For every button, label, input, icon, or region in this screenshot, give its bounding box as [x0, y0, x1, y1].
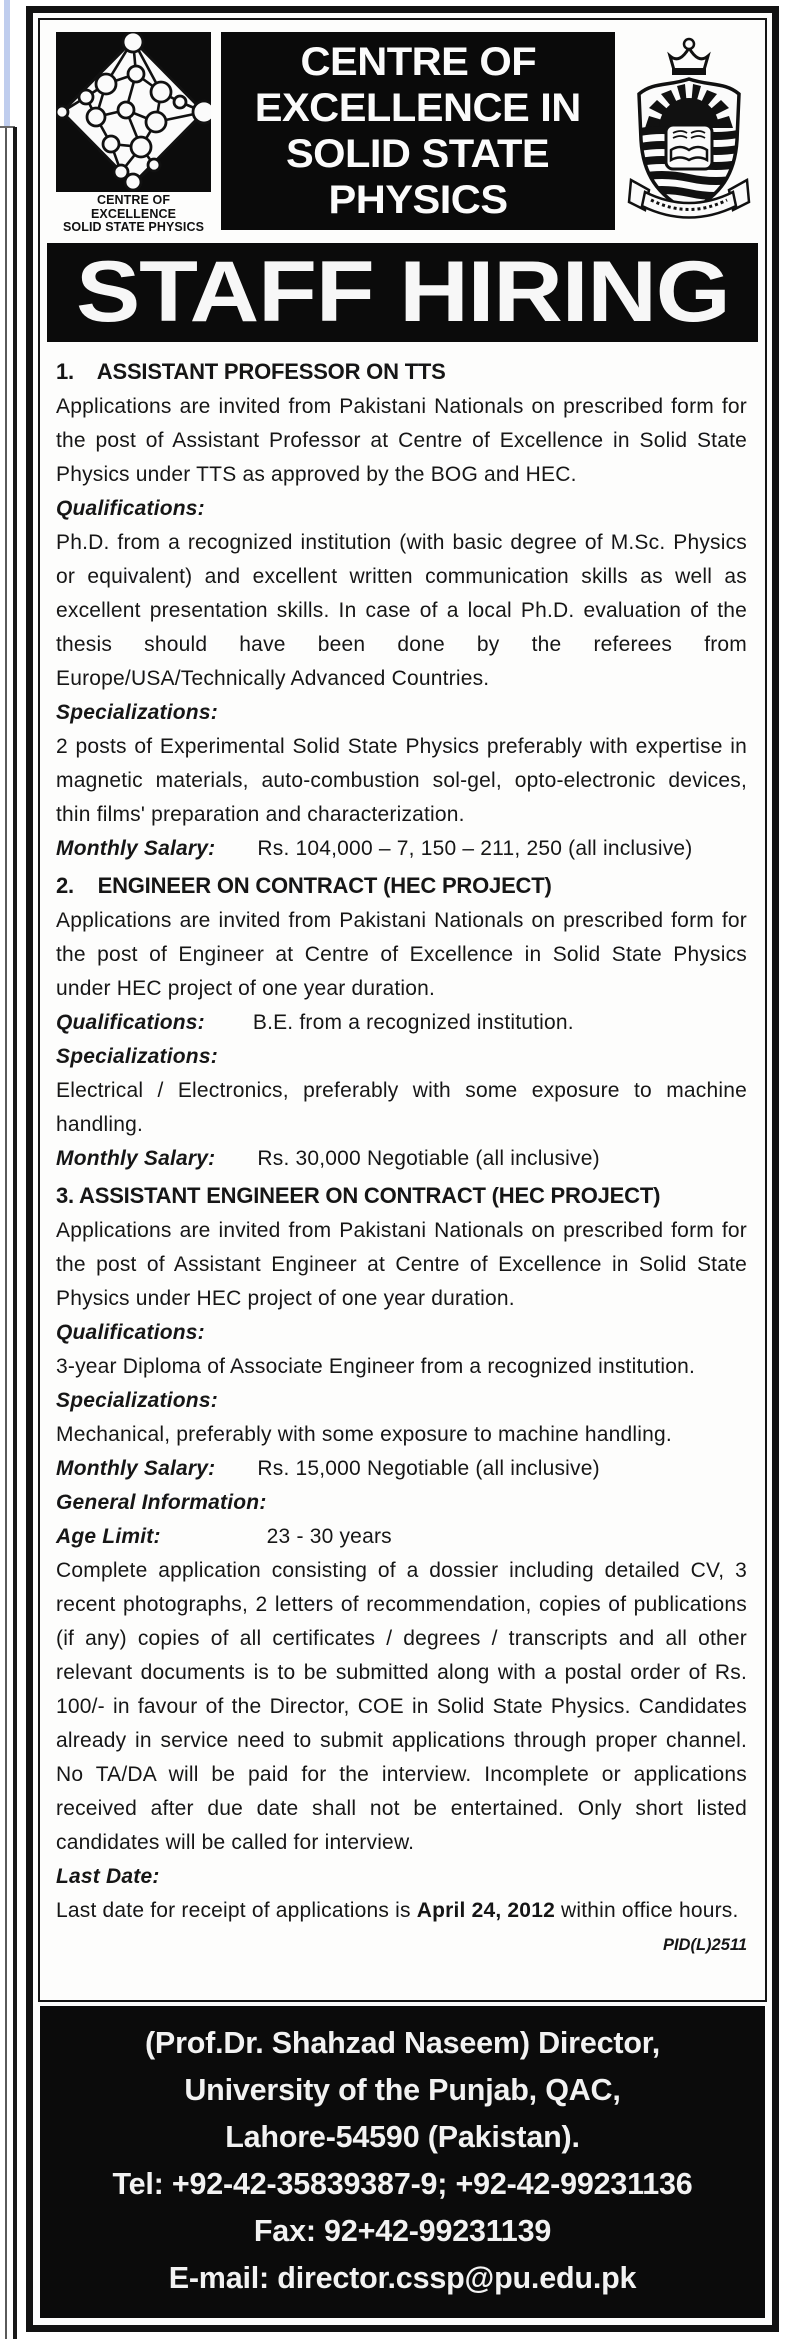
- paragraph: 3-year Diploma of Associate Engineer fro…: [56, 1354, 696, 1378]
- paragraph: Applications are invited from Pakistani …: [56, 1218, 747, 1310]
- last-date-text: Last date for receipt of applications is: [56, 1898, 417, 1922]
- cssp-logo-caption-line2: SOLID STATE PHYSICS: [62, 220, 205, 234]
- paragraph: Electrical / Electronics, preferably wit…: [56, 1078, 747, 1136]
- paragraph: Ph.D. from a recognized institution (wit…: [56, 530, 747, 690]
- centre-title-line2: EXCELLENCE IN: [254, 86, 582, 130]
- field-label: Specializations:: [56, 1388, 218, 1412]
- field-label: Monthly Salary:: [56, 836, 216, 860]
- field-label: Last Date:: [56, 1864, 160, 1888]
- paragraph: Complete application consisting of a dos…: [56, 1558, 747, 1854]
- section-heading: 2. ENGINEER ON CONTRACT (HEC PROJECT): [56, 872, 552, 898]
- footer-line-3: Lahore-54590 (Pakistan).: [225, 2120, 580, 2154]
- field-label: Age Limit:: [56, 1524, 161, 1548]
- advertisement-frame: CENTRE OF EXCELLENCE SOLID STATE PHYSICS…: [26, 6, 779, 2332]
- pid-number: PID(L)2511: [662, 1935, 747, 1954]
- body-text: 1. ASSISTANT PROFESSOR ON TTS Application…: [40, 346, 765, 2001]
- advertisement-inner-box: CENTRE OF EXCELLENCE SOLID STATE PHYSICS…: [38, 18, 767, 2002]
- field-label: Monthly Salary:: [56, 1146, 216, 1170]
- cssp-logo: CENTRE OF EXCELLENCE SOLID STATE PHYSICS: [56, 32, 211, 235]
- cssp-logo-caption: CENTRE OF EXCELLENCE SOLID STATE PHYSICS: [56, 193, 211, 235]
- labeled-line: Age Limit: 23 - 30 years: [56, 1520, 747, 1554]
- paragraph: Applications are invited from Pakistani …: [56, 908, 747, 1000]
- field-value: Rs. 104,000 – 7, 150 – 211, 250 (all inc…: [257, 836, 693, 860]
- labeled-line: Monthly Salary: Rs. 15,000 Negotiable (al…: [56, 1452, 747, 1486]
- scan-edge-tick: [0, 126, 15, 128]
- field-value: 23 - 30 years: [266, 1524, 392, 1548]
- footer-line-5: Fax: 92+42-99231139: [253, 2214, 552, 2248]
- field-label: Monthly Salary:: [56, 1456, 216, 1480]
- footer-line-1: (Prof.Dr. Shahzad Naseem) Director,: [144, 2026, 661, 2060]
- centre-title-box: CENTRE OF EXCELLENCE IN SOLID STATE PHYS…: [221, 32, 615, 230]
- field-label: Qualifications:: [56, 1320, 205, 1344]
- punjab-university-crest-icon: [625, 32, 753, 232]
- footer-line-2: University of the Punjab, QAC,: [184, 2073, 621, 2107]
- field-label: Specializations:: [56, 700, 218, 724]
- field-label: Qualifications:: [56, 496, 205, 520]
- section-heading: 1. ASSISTANT PROFESSOR ON TTS: [56, 358, 446, 384]
- labeled-line: Qualifications: B.E. from a recognized in…: [56, 1006, 747, 1040]
- last-date-text: April 24, 2012: [416, 1898, 555, 1922]
- footer-line-6: E-mail: director.cssp@pu.edu.pk: [168, 2261, 637, 2295]
- header: CENTRE OF EXCELLENCE SOLID STATE PHYSICS…: [40, 20, 765, 241]
- field-value: B.E. from a recognized institution.: [252, 1010, 574, 1034]
- centre-title-line3: SOLID STATE: [286, 132, 550, 176]
- cssp-logo-caption-line1: CENTRE OF EXCELLENCE: [90, 193, 177, 221]
- field-value: Rs. 30,000 Negotiable (all inclusive): [257, 1146, 600, 1170]
- footer-line-4: Tel: +92-42-35839387-9; +92-42-99231136: [112, 2167, 693, 2201]
- centre-title-line4: PHYSICS: [328, 178, 508, 222]
- scan-edge-blue-strip: [4, 0, 10, 128]
- paragraph: Applications are invited from Pakistani …: [56, 394, 747, 486]
- paragraph: Mechanical, preferably with some exposur…: [56, 1422, 672, 1446]
- labeled-line: Monthly Salary: Rs. 104,000 – 7, 150 – 21…: [56, 832, 747, 866]
- footer-contact-box: (Prof.Dr. Shahzad Naseem) Director, Unive…: [40, 2006, 765, 2318]
- staff-hiring-banner: STAFF HIRING: [47, 242, 758, 342]
- last-date-text: within office hours.: [554, 1898, 739, 1922]
- centre-title-line1: CENTRE OF: [300, 40, 536, 84]
- field-label: Qualifications:: [56, 1010, 205, 1034]
- field-label: Specializations:: [56, 1044, 218, 1068]
- last-date-paragraph: Last date for receipt of applications is…: [56, 1894, 747, 1954]
- labeled-line: Monthly Salary: Rs. 30,000 Negotiable (al…: [56, 1142, 747, 1176]
- field-value: Rs. 15,000 Negotiable (all inclusive): [257, 1456, 600, 1480]
- field-label: General Information:: [56, 1490, 267, 1514]
- crystal-lattice-icon: [56, 32, 211, 192]
- paragraph: 2 posts of Experimental Solid State Phys…: [56, 734, 747, 826]
- staff-hiring-banner-text: STAFF HIRING: [75, 244, 731, 340]
- scan-edge-line: [13, 127, 17, 2339]
- section-heading: 3. ASSISTANT ENGINEER ON CONTRACT (HEC P…: [56, 1182, 661, 1208]
- scan-edge-line: [5, 128, 7, 2339]
